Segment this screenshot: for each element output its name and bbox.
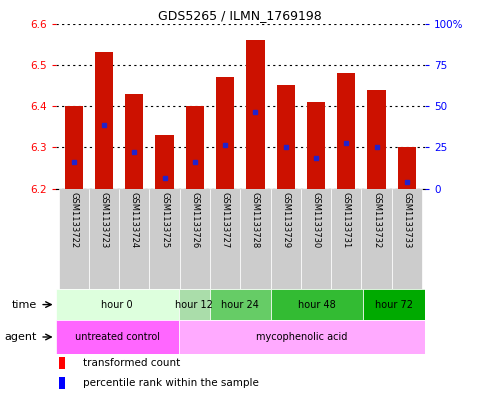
Text: GSM1133730: GSM1133730 [312,192,321,248]
Bar [65,106,83,189]
Bar [301,189,331,289]
Bar [119,189,149,289]
Bar [210,289,271,320]
Bar [180,189,210,289]
Text: GSM1133733: GSM1133733 [402,192,412,248]
Text: mycophenolic acid: mycophenolic acid [256,332,348,342]
Text: GSM1133723: GSM1133723 [99,192,109,248]
Text: GSM1133728: GSM1133728 [251,192,260,248]
Text: hour 48: hour 48 [298,299,336,310]
Bar [186,106,204,189]
Bar [246,40,265,189]
Bar [216,77,234,189]
Text: GSM1133731: GSM1133731 [342,192,351,248]
Bar [361,189,392,289]
Bar [95,52,113,189]
Bar [398,147,416,189]
Bar [59,357,65,369]
Bar [179,320,425,354]
Bar [125,94,143,189]
Bar [277,85,295,189]
Text: hour 24: hour 24 [221,299,259,310]
Bar [58,189,89,289]
Bar [210,189,241,289]
Text: GSM1133732: GSM1133732 [372,192,381,248]
Bar [271,289,364,320]
Bar [364,289,425,320]
Title: GDS5265 / ILMN_1769198: GDS5265 / ILMN_1769198 [158,9,322,22]
Bar [307,102,325,189]
Text: GSM1133726: GSM1133726 [190,192,199,248]
Bar [149,189,180,289]
Text: GSM1133725: GSM1133725 [160,192,169,248]
Text: GSM1133722: GSM1133722 [69,192,78,248]
Text: hour 0: hour 0 [101,299,133,310]
Bar [179,289,210,320]
Text: time: time [12,299,37,310]
Bar [392,189,422,289]
Text: hour 12: hour 12 [175,299,213,310]
Text: untreated control: untreated control [75,332,159,342]
Bar [368,90,385,189]
Text: percentile rank within the sample: percentile rank within the sample [83,378,259,388]
Bar [337,73,355,189]
Text: GSM1133729: GSM1133729 [281,192,290,248]
Bar [156,135,174,189]
Text: hour 72: hour 72 [375,299,413,310]
Text: GSM1133727: GSM1133727 [221,192,229,248]
Text: agent: agent [5,332,37,342]
Text: transformed count: transformed count [83,358,181,368]
Bar [89,189,119,289]
Text: GSM1133724: GSM1133724 [130,192,139,248]
Bar [241,189,270,289]
Bar [56,320,179,354]
Bar [270,189,301,289]
Bar [331,189,361,289]
Bar [56,289,179,320]
Bar [59,377,65,389]
